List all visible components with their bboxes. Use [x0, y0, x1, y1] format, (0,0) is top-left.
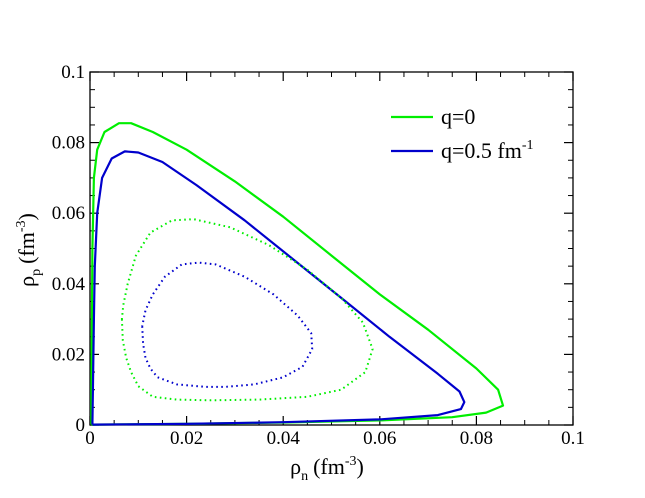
- series-line-2: [120, 218, 374, 402]
- series-layer: [90, 122, 505, 426]
- x-tick-label: 0: [85, 428, 95, 449]
- y-tick-label: 0.08: [52, 133, 85, 154]
- legend-label-q05: q=0.5 fm-1: [441, 138, 534, 163]
- x-tick-label: 0.02: [170, 428, 203, 449]
- x-tick-label: 0.1: [561, 428, 585, 449]
- x-axis-title: ρn (fm-3): [290, 454, 364, 484]
- series-line-1: [91, 150, 466, 426]
- y-tick-label: 0: [76, 415, 86, 436]
- x-tick-label: 0.08: [460, 428, 493, 449]
- legend-label-q0: q=0: [441, 104, 475, 129]
- y-tick-label: 0.02: [52, 344, 85, 365]
- y-tick-label: 0.04: [52, 274, 86, 295]
- series-line-3: [141, 261, 314, 388]
- x-tick-labels: 0 0.02 0.04 0.06 0.08 0.1: [85, 428, 585, 449]
- plot-area: [89, 71, 574, 426]
- y-tick-label: 0.1: [61, 62, 85, 83]
- x-tick-label: 0.04: [267, 428, 301, 449]
- x-tick-label: 0.06: [363, 428, 396, 449]
- legend: q=0 q=0.5 fm-1: [391, 104, 534, 163]
- y-tick-label: 0.06: [52, 203, 85, 224]
- series-line-0: [90, 122, 505, 426]
- y-axis-title: ρp(fm-3): [14, 213, 44, 287]
- y-tick-labels: 0 0.02 0.04 0.06 0.08 0.1: [52, 62, 86, 436]
